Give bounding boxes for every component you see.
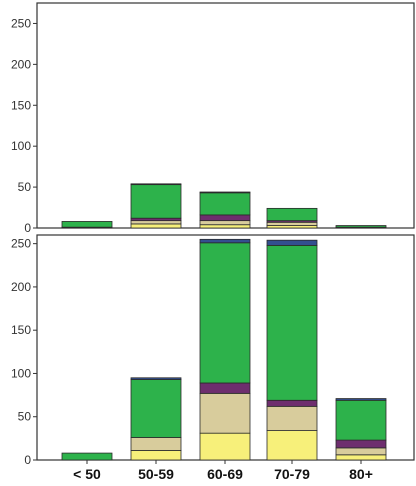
- bar-segment: [61, 221, 113, 228]
- bar-segment: [130, 184, 182, 219]
- bar-segment: [266, 430, 318, 461]
- y-tick-label: 200: [11, 57, 31, 71]
- bar-segment: [266, 405, 318, 431]
- bar-segment: [335, 439, 387, 449]
- bar-stack-0: [61, 452, 113, 461]
- bar-segment: [199, 432, 251, 461]
- bar-segment: [199, 192, 251, 216]
- bottom-panel: 0 50 100 150 200 250: [11, 234, 415, 467]
- bar-segment: [130, 377, 182, 380]
- bar-stack-0: [61, 221, 113, 229]
- bar-segment: [130, 450, 182, 461]
- y-tick-label: 150: [11, 323, 31, 337]
- bar-segment: [335, 454, 387, 461]
- bar-segment: [266, 244, 318, 401]
- bar-segment: [266, 239, 318, 246]
- y-tick-label: 200: [11, 280, 31, 294]
- bar-segment: [335, 447, 387, 456]
- bar-segment: [335, 225, 387, 228]
- bar-segment: [130, 183, 182, 186]
- y-tick-label: 0: [24, 453, 31, 467]
- bar-segment: [199, 220, 251, 226]
- y-tick-label: 100: [11, 366, 31, 380]
- top-panel: 0 50 100 150 200 250: [11, 2, 415, 235]
- x-tick-label: 50-59: [138, 466, 174, 482]
- bar-segment: [335, 399, 387, 441]
- y-tick-label: 50: [18, 180, 32, 194]
- bar-segment: [130, 223, 182, 229]
- bar-segment: [130, 437, 182, 451]
- bar-segment: [130, 220, 182, 225]
- y-tick-label: 100: [11, 139, 31, 153]
- bar-segment: [266, 221, 318, 226]
- y-tick-label: 250: [11, 16, 31, 30]
- bar-segment: [130, 379, 182, 438]
- bar-segment: [266, 399, 318, 407]
- bar-segment: [199, 392, 251, 434]
- y-tick-label: 250: [11, 237, 31, 251]
- bar-stack-3: [266, 207, 318, 229]
- x-axis-tick-labels: < 50 50-59 60-69 70-79 80+: [73, 460, 373, 482]
- bar-segment: [199, 191, 251, 194]
- bar-stack-3: [266, 239, 318, 461]
- bar-segment: [199, 242, 251, 384]
- bar-segment: [61, 452, 113, 461]
- bar-stack-4: [335, 225, 387, 229]
- x-tick-label: 70-79: [274, 466, 310, 482]
- x-tick-label: < 50: [73, 466, 101, 482]
- bar-segment: [199, 214, 251, 222]
- bar-segment: [199, 224, 251, 229]
- x-tick-label: 80+: [349, 466, 373, 482]
- y-tick-label: 0: [24, 221, 31, 235]
- bar-stack-4: [335, 398, 387, 461]
- bar-stack-1: [130, 377, 182, 461]
- x-tick-label: 60-69: [207, 466, 243, 482]
- bar-segment: [335, 398, 387, 401]
- bar-stack-1: [130, 183, 182, 229]
- bar-segment: [266, 207, 318, 222]
- y-tick-label: 150: [11, 98, 31, 112]
- y-tick-label: 50: [18, 410, 32, 424]
- bar-stack-2: [199, 238, 251, 461]
- bar-segment: [199, 238, 251, 244]
- bar-stack-2: [199, 191, 251, 229]
- bar-segment: [199, 382, 251, 394]
